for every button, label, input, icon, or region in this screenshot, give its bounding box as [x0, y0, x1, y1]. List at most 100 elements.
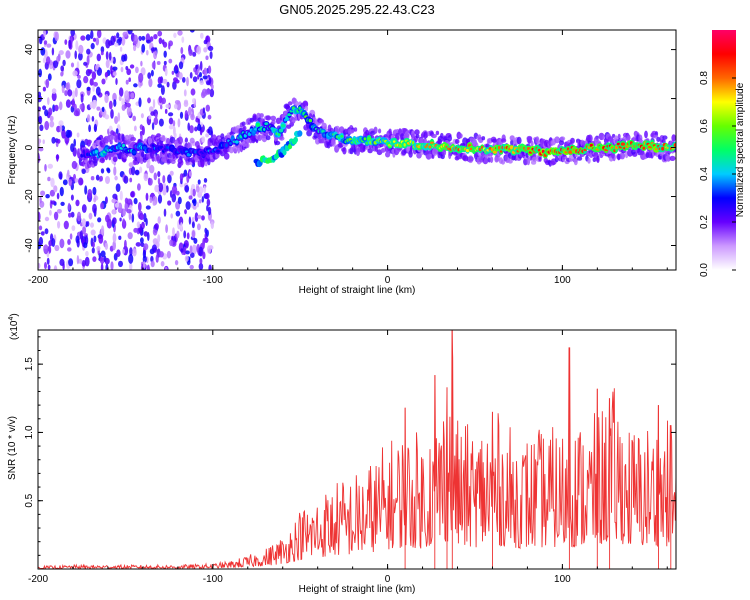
noise-blob: [93, 123, 97, 133]
noise-blob: [191, 244, 197, 255]
noise-blob: [74, 87, 78, 98]
ridge-halo: [415, 134, 420, 139]
noise-blob: [143, 243, 149, 251]
ridge-halo: [526, 157, 531, 166]
noise-blob: [75, 199, 80, 207]
noise-blob: [56, 192, 60, 200]
ridge-halo: [435, 130, 440, 136]
noise-blob: [80, 93, 84, 103]
noise-blob: [158, 182, 164, 193]
noise-blob: [132, 248, 137, 257]
ridge-core: [661, 146, 665, 151]
noise-blob: [100, 250, 106, 258]
ridge-halo: [87, 139, 92, 144]
noise-blob: [140, 60, 143, 67]
noise-blob: [95, 86, 101, 96]
noise-blob: [163, 50, 167, 58]
noise-blob: [44, 228, 49, 235]
noise-blob: [190, 252, 195, 258]
ridge-halo: [617, 133, 621, 140]
noise-blob: [74, 50, 77, 60]
noise-blob: [60, 71, 64, 77]
noise-blob: [161, 97, 166, 105]
noise-blob: [198, 262, 204, 270]
ridge-core: [367, 136, 371, 141]
noise-blob: [40, 190, 46, 196]
noise-blob: [162, 78, 168, 84]
ridge-core: [132, 150, 137, 154]
ridge-core: [286, 116, 289, 121]
noise-blob: [92, 256, 97, 262]
noise-blob: [126, 106, 132, 117]
noise-blob: [202, 251, 206, 260]
ridge-halo: [665, 155, 671, 162]
noise-blob: [116, 32, 120, 39]
noise-blob: [150, 260, 155, 268]
noise-blob: [184, 110, 188, 119]
ridge-halo: [92, 158, 98, 164]
noise-blob: [72, 90, 76, 100]
ridge-halo: [147, 137, 153, 145]
noise-blob: [197, 223, 201, 231]
noise-blob: [196, 201, 199, 208]
noise-blob: [167, 235, 171, 240]
ridge-core: [264, 122, 269, 126]
noise-blob: [152, 228, 158, 236]
noise-blob: [43, 244, 48, 249]
ridge-halo: [596, 155, 600, 163]
noise-blob: [198, 199, 202, 204]
noise-blob: [90, 176, 95, 181]
noise-blob: [83, 75, 89, 84]
noise-blob: [58, 120, 64, 127]
noise-blob: [145, 218, 148, 226]
noise-blob: [84, 185, 88, 195]
ridge-halo: [489, 156, 494, 164]
noise-blob: [157, 171, 161, 178]
noise-blob: [76, 132, 80, 138]
noise-blob: [46, 257, 50, 265]
noise-blob: [190, 88, 196, 96]
spectrogram-frame: [37, 29, 677, 271]
noise-blob: [44, 216, 50, 222]
noise-blob: [67, 89, 73, 97]
noise-blob: [178, 61, 184, 70]
noise-blob: [68, 179, 73, 187]
noise-blob: [168, 124, 174, 130]
noise-blob: [93, 99, 97, 108]
noise-blob: [105, 59, 110, 69]
ridge-core: [280, 124, 286, 128]
noise-blob: [137, 183, 141, 191]
noise-blob: [67, 202, 71, 211]
noise-blob: [79, 230, 84, 240]
noise-blob: [132, 115, 136, 122]
ridge-halo: [482, 156, 489, 165]
noise-blob: [142, 255, 147, 263]
noise-blob: [107, 168, 111, 174]
noise-blob: [205, 133, 210, 138]
noise-blob: [49, 115, 54, 122]
ridge-core: [235, 140, 239, 144]
ridge-halo: [431, 133, 437, 139]
ridge-halo: [661, 139, 666, 144]
noise-blob: [51, 91, 57, 102]
noise-blob: [198, 186, 204, 195]
noise-blob: [40, 47, 46, 56]
noise-blob: [104, 242, 109, 250]
noise-blob: [73, 110, 80, 117]
noise-blob: [56, 154, 59, 162]
noise-blob: [146, 158, 151, 167]
noise-blob: [193, 237, 198, 244]
noise-blob: [145, 205, 151, 210]
noise-blob: [76, 255, 80, 265]
noise-blob: [64, 90, 68, 97]
noise-blob: [129, 64, 135, 69]
ridge-halo: [99, 157, 105, 164]
noise-blob: [100, 263, 104, 270]
noise-blob: [152, 200, 156, 206]
noise-blob: [143, 231, 149, 237]
noise-blob: [70, 194, 74, 201]
colorbar-tick-label: 0.6: [699, 119, 710, 133]
ridge-core: [308, 118, 313, 123]
ridge-halo: [265, 135, 271, 141]
noise-blob: [177, 196, 182, 205]
